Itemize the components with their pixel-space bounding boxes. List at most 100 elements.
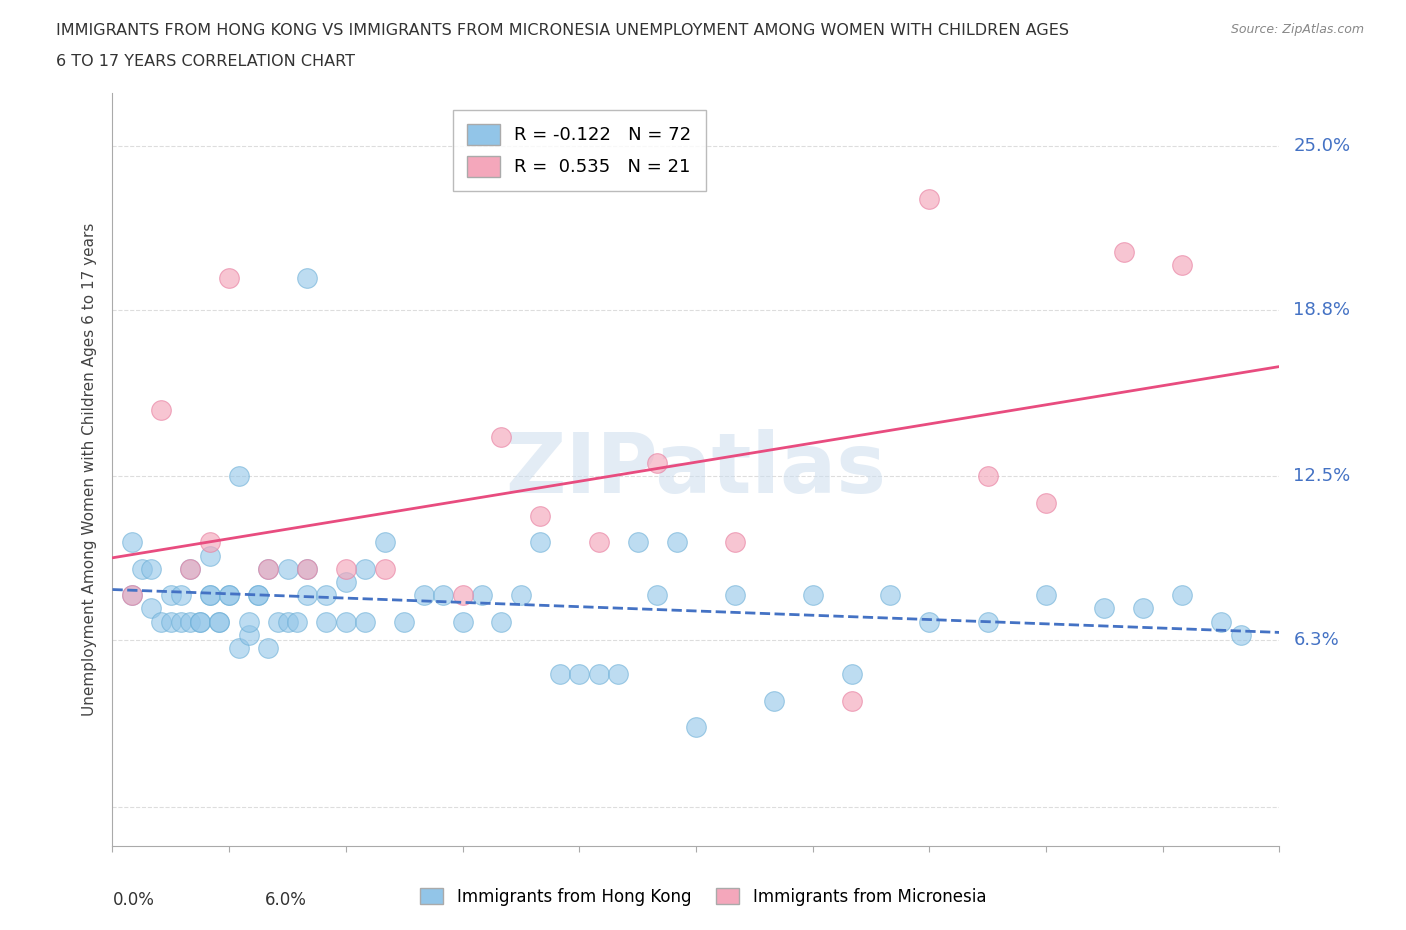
Point [179,562,201,577]
Text: 25.0%: 25.0% [1294,137,1351,155]
Text: IMMIGRANTS FROM HONG KONG VS IMMIGRANTS FROM MICRONESIA UNEMPLOYMENT AMONG WOMEN: IMMIGRANTS FROM HONG KONG VS IMMIGRANTS … [56,23,1069,38]
Point [335,614,357,629]
Point [218,271,240,286]
Point [285,614,308,629]
Point [451,614,474,629]
Point [432,588,454,603]
Point [685,720,707,735]
Point [179,614,201,629]
Point [1171,588,1194,603]
Point [121,588,143,603]
Point [228,641,250,656]
Point [295,271,318,286]
Point [335,575,357,590]
Point [374,562,396,577]
Point [918,192,941,206]
Point [529,509,551,524]
Point [121,588,143,603]
Point [354,562,377,577]
Point [976,469,998,484]
Point [509,588,531,603]
Point [627,535,650,550]
Point [276,562,298,577]
Point [295,562,318,577]
Point [188,614,211,629]
Point [588,535,610,550]
Point [412,588,434,603]
Point [1094,601,1116,616]
Point [841,667,863,682]
Text: 12.5%: 12.5% [1294,467,1351,485]
Point [247,588,270,603]
Y-axis label: Unemployment Among Women with Children Ages 6 to 17 years: Unemployment Among Women with Children A… [82,223,97,716]
Point [841,694,863,709]
Text: 6.0%: 6.0% [266,892,307,910]
Point [879,588,901,603]
Point [724,535,747,550]
Point [315,614,337,629]
Point [1132,601,1154,616]
Point [918,614,941,629]
Point [198,588,221,603]
Point [295,562,318,577]
Legend: Immigrants from Hong Kong, Immigrants from Micronesia: Immigrants from Hong Kong, Immigrants fr… [413,881,993,912]
Point [491,429,513,444]
Point [218,588,240,603]
Text: Source: ZipAtlas.com: Source: ZipAtlas.com [1230,23,1364,36]
Point [451,588,474,603]
Point [169,614,191,629]
Text: 6 TO 17 YEARS CORRELATION CHART: 6 TO 17 YEARS CORRELATION CHART [56,54,356,69]
Point [645,588,668,603]
Point [150,614,173,629]
Point [295,588,318,603]
Point [645,456,668,471]
Point [1035,496,1057,511]
Point [141,562,163,577]
Point [257,562,280,577]
Point [374,535,396,550]
Point [179,562,201,577]
Point [141,601,163,616]
Point [1112,245,1135,259]
Text: 18.8%: 18.8% [1294,300,1350,319]
Point [247,588,270,603]
Point [354,614,377,629]
Point [198,588,221,603]
Text: 0.0%: 0.0% [112,892,155,910]
Point [160,614,183,629]
Point [257,562,280,577]
Point [1229,628,1251,643]
Point [121,535,143,550]
Point [607,667,630,682]
Point [276,614,298,629]
Point [801,588,824,603]
Point [1211,614,1233,629]
Point [238,614,260,629]
Text: ZIPatlas: ZIPatlas [506,429,886,511]
Legend: R = -0.122   N = 72, R =  0.535   N = 21: R = -0.122 N = 72, R = 0.535 N = 21 [453,110,706,191]
Point [491,614,513,629]
Text: 6.3%: 6.3% [1294,631,1339,649]
Point [548,667,571,682]
Point [257,641,280,656]
Point [1171,258,1194,272]
Point [208,614,231,629]
Point [218,588,240,603]
Point [188,614,211,629]
Point [1035,588,1057,603]
Point [762,694,785,709]
Point [471,588,494,603]
Point [228,469,250,484]
Point [724,588,747,603]
Point [198,548,221,563]
Point [238,628,260,643]
Point [335,562,357,577]
Point [267,614,290,629]
Point [529,535,551,550]
Point [394,614,416,629]
Point [131,562,153,577]
Point [315,588,337,603]
Point [160,588,183,603]
Point [208,614,231,629]
Point [150,403,173,418]
